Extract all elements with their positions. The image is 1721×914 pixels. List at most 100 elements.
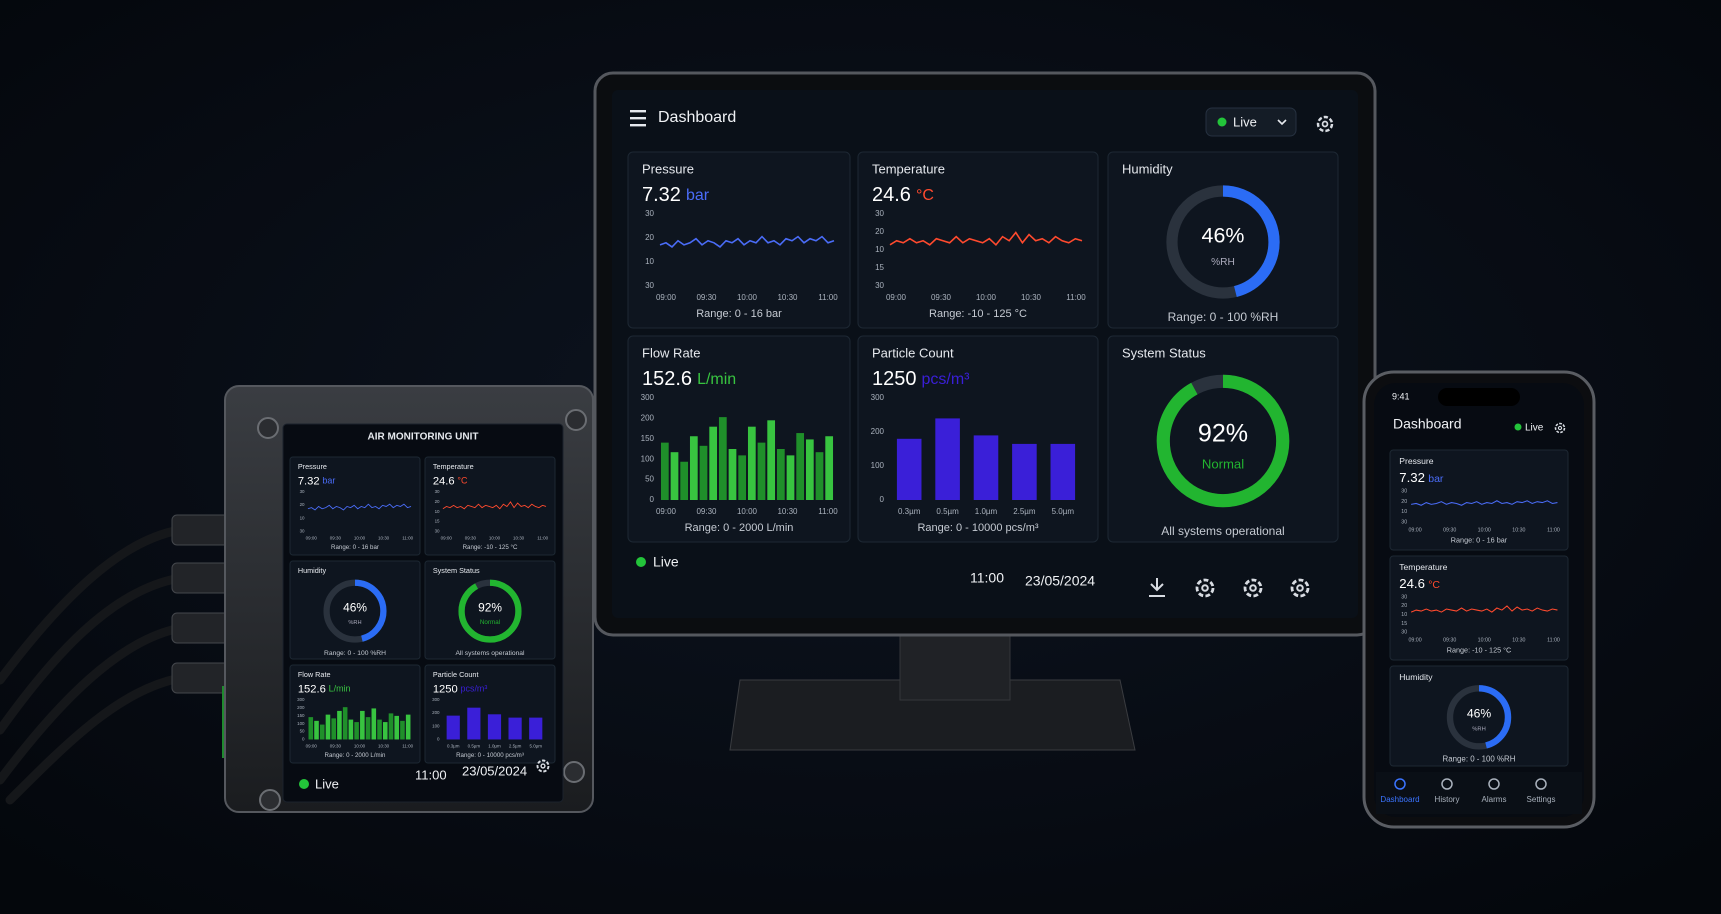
bar [325,714,331,740]
x-tick-label: 09:30 [696,293,717,302]
y-tick-label: 0 [302,737,305,742]
bar [896,438,922,500]
panel-footnote: Range: 0 - 100 %RH [1443,754,1516,763]
y-tick-label: 30 [1401,488,1407,494]
y-tick-label: 10 [300,515,305,520]
panel-humidity: Humidity 46% %RH Range: 0 - 100 %RH [289,560,421,660]
bar [767,420,776,500]
x-tick-label: 10:30 [1021,293,1042,302]
panel-title: Temperature [872,161,945,176]
panel-background [1389,665,1569,767]
panel-background [1389,449,1569,551]
screws [257,409,587,811]
bar [796,433,805,500]
tab-label: Alarms [1482,795,1507,804]
panel-title: Humidity [298,566,327,575]
ring-arc [1446,685,1512,750]
y-tick-label: 300 [297,697,305,702]
x-tick-label: 09:30 [330,535,342,540]
y-tick-label: 100 [871,461,885,470]
live-indicator [636,557,646,567]
phone-notch [1438,388,1520,406]
x-tick-label: 09:00 [306,535,318,540]
tab-icon[interactable] [1535,778,1547,790]
unit: °C [457,476,468,486]
panel-footnote: All systems operational [1161,524,1284,538]
y-tick-label: 30 [1401,520,1407,526]
footer-time: 11:00 [970,570,1004,586]
panel-footnote: All systems operational [455,650,525,657]
panel-footnote: Range: 0 - 100 %RH [324,650,386,657]
value: 7.32 [298,476,320,488]
bar [660,442,669,500]
unit: pcs/m³ [461,684,488,694]
panel-background [1389,555,1569,661]
category-label: 5.0µm [1052,507,1075,516]
x-tick-label: 11:00 [402,535,413,540]
x-tick-label: 09:30 [931,293,952,302]
panel-value: 1250 pcs/m³ [433,684,488,696]
x-tick-label: 10:30 [378,535,390,540]
bar [825,436,834,500]
footer-status: Live [653,554,679,570]
ring-value: 92% [478,600,502,614]
y-tick-label: 300 [871,393,885,402]
x-tick-label: 11:00 [1066,293,1086,302]
series-line [659,235,835,248]
ring-unit: %RH [1472,726,1486,732]
category-label: 2.5µm [1013,507,1036,516]
value: 7.32 [642,184,681,206]
y-tick-label: 200 [641,414,655,423]
y-tick-label: 150 [641,434,655,443]
menu-icon [630,124,646,127]
bar [467,707,481,740]
panel-footnote: Range: 0 - 2000 L/min [325,752,386,759]
tab-icon[interactable] [1441,778,1453,790]
bar [314,720,319,740]
x-tick-label: 09:30 [696,507,717,516]
y-tick-label: 200 [297,705,305,710]
gear-hub [1557,425,1563,431]
footer-status: Live [315,776,339,791]
mode-selector[interactable] [1205,107,1297,137]
y-tick-label: 200 [432,710,440,715]
ring-value: 92% [1198,420,1248,448]
mode-label: Live [1233,114,1257,129]
x-tick-label: 10:30 [777,293,798,302]
tab-icon[interactable] [1488,778,1500,790]
x-tick-label: 09:00 [1408,528,1421,534]
y-tick-label: 300 [432,697,440,702]
bar [354,722,359,740]
bar [308,717,314,740]
panel-status: System Status 92% Normal All systems operat… [424,560,556,660]
live-indicator [299,779,309,789]
bar [394,715,400,740]
panel-background [289,560,421,660]
y-tick-label: 15 [875,263,884,272]
category-label: 5.0µm [529,743,542,748]
y-tick-label: 0 [880,495,885,504]
x-tick-label: 11:00 [537,535,548,540]
x-tick-label: 09:30 [465,535,477,540]
x-tick-label: 11:00 [1547,528,1560,534]
unit: °C [916,187,934,204]
bar [757,442,766,500]
y-tick-label: 20 [645,233,654,242]
tab-icon[interactable] [1394,778,1406,790]
panel-title: Pressure [1399,456,1434,466]
x-tick-label: 09:00 [441,535,453,540]
category-label: 0.5µm [468,743,481,748]
bar [1050,443,1076,500]
y-tick-label: 30 [1401,630,1407,636]
gear-icon [1195,578,1215,598]
connectors [171,514,233,694]
panel-title: Flow Rate [642,345,701,360]
download-icon[interactable] [1149,578,1165,597]
bar [747,426,756,500]
bar [348,719,354,740]
bar [400,720,405,740]
